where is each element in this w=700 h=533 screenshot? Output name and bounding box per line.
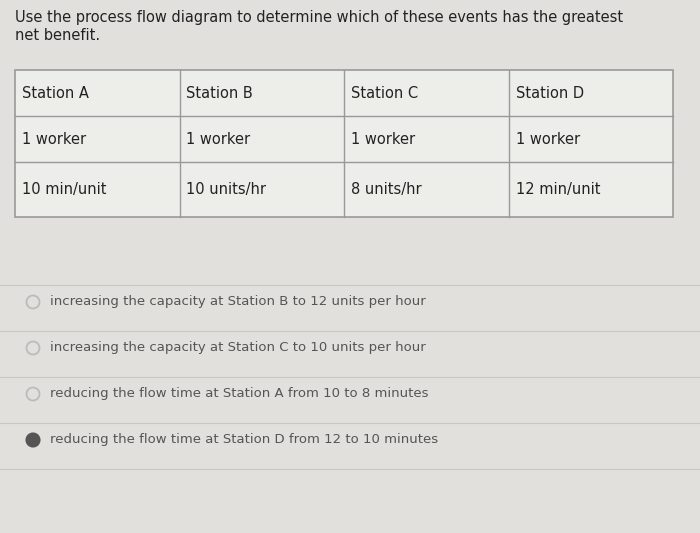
Circle shape [27,342,39,354]
Text: Station B: Station B [186,85,253,101]
Text: 1 worker: 1 worker [22,132,86,147]
Text: Station A: Station A [22,85,89,101]
Circle shape [27,296,39,308]
Circle shape [27,388,39,400]
Text: Use the process flow diagram to determine which of these events has the greatest: Use the process flow diagram to determin… [15,10,623,25]
Text: 1 worker: 1 worker [515,132,580,147]
Circle shape [27,434,38,446]
Text: net benefit.: net benefit. [15,28,100,43]
Text: 10 units/hr: 10 units/hr [186,182,267,197]
Text: reducing the flow time at Station D from 12 to 10 minutes: reducing the flow time at Station D from… [50,433,438,447]
Text: reducing the flow time at Station A from 10 to 8 minutes: reducing the flow time at Station A from… [50,387,428,400]
Bar [15,70,673,217]
Text: 12 min/unit: 12 min/unit [515,182,600,197]
Text: increasing the capacity at Station C to 10 units per hour: increasing the capacity at Station C to … [50,342,426,354]
Text: 8 units/hr: 8 units/hr [351,182,421,197]
Text: Station D: Station D [515,85,584,101]
Text: 1 worker: 1 worker [186,132,251,147]
Text: increasing the capacity at Station B to 12 units per hour: increasing the capacity at Station B to … [50,295,426,309]
Text: 10 min/unit: 10 min/unit [22,182,106,197]
Text: 1 worker: 1 worker [351,132,415,147]
Text: Station C: Station C [351,85,418,101]
